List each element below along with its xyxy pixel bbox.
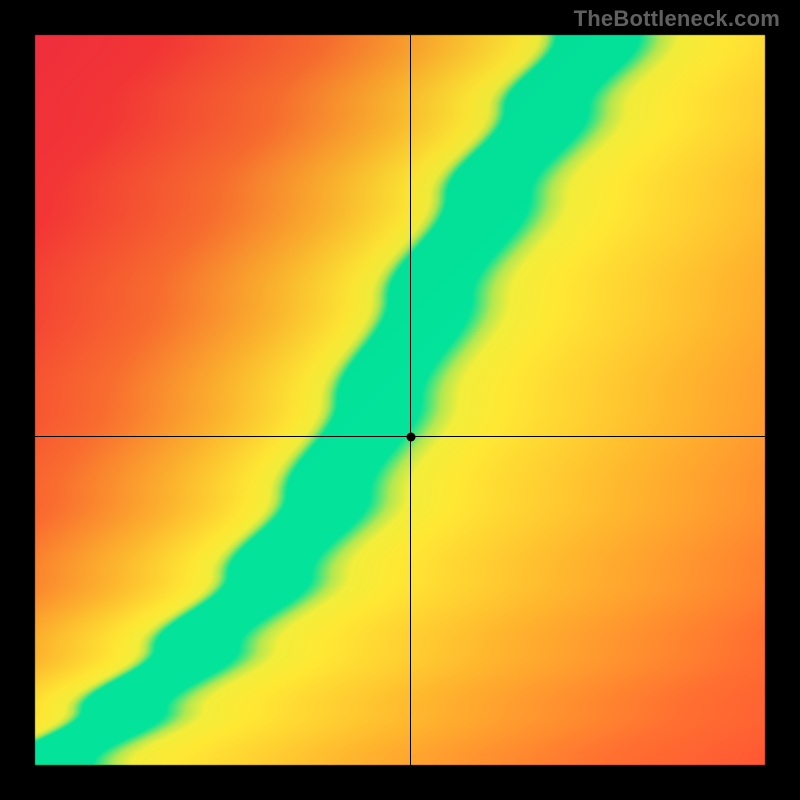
- watermark-text: TheBottleneck.com: [574, 6, 780, 32]
- crosshair-vertical: [410, 35, 411, 765]
- heatmap-canvas: [0, 0, 800, 800]
- crosshair-marker: [406, 432, 415, 441]
- chart-container: TheBottleneck.com: [0, 0, 800, 800]
- crosshair-horizontal: [35, 436, 765, 437]
